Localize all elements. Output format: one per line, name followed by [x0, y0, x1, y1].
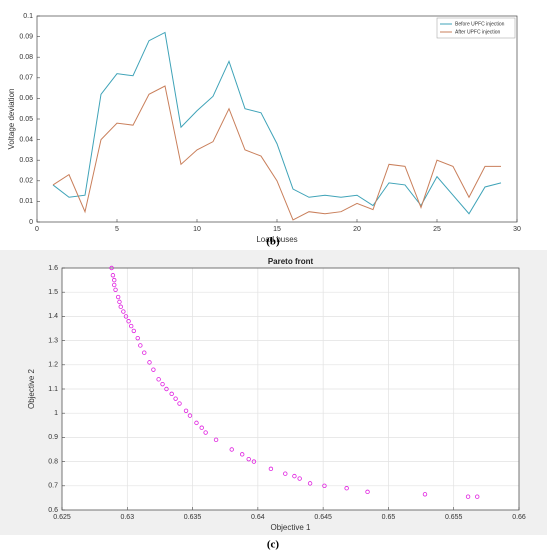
x-tick-label: 30: [513, 226, 521, 233]
scatter-point: [465, 494, 471, 499]
scatter-point: [229, 447, 234, 452]
scatter-point: [365, 489, 370, 495]
x-axis-label: Load buses: [256, 235, 297, 244]
x-tick-label: 10: [193, 226, 201, 233]
scatter-point: [344, 486, 349, 491]
scatter-point: [187, 413, 193, 418]
scatter-point: [268, 466, 274, 472]
scatter-point: [164, 386, 169, 392]
scatter-point: [115, 294, 121, 300]
scatter-point: [160, 381, 165, 387]
plot-frame: [61, 267, 520, 511]
scatter-point: [246, 456, 251, 462]
scatter-point: [156, 377, 161, 382]
data-line: [52, 31, 502, 215]
scatter-point: [118, 304, 123, 309]
scatter-point: [475, 494, 480, 499]
scatter-point: [183, 408, 189, 413]
scatter-point: [117, 299, 122, 305]
x-tick-label: 0.66: [512, 514, 526, 521]
x-axis-label: Objective 1: [270, 523, 311, 532]
scatter-point: [169, 391, 174, 397]
x-tick-label: 0.645: [314, 514, 332, 521]
y-tick-label: 1: [54, 410, 58, 417]
x-tick-label: 0.625: [53, 514, 71, 521]
x-tick-label: 0: [35, 226, 39, 233]
y-tick-label: 1.5: [48, 289, 58, 296]
y-tick-label: 0.04: [19, 136, 33, 143]
x-tick-label: 20: [353, 226, 361, 233]
scatter-point: [422, 492, 428, 497]
x-tick-label: 0.655: [445, 514, 463, 521]
x-tick-label: 5: [115, 226, 119, 233]
y-tick-label: 0.02: [19, 178, 33, 185]
y-tick-label: 0.05: [19, 116, 33, 123]
legend-label: After UPFC injection: [455, 29, 501, 35]
scatter-point: [135, 335, 140, 341]
x-tick-label: 15: [273, 226, 281, 233]
scatter-point: [123, 314, 129, 319]
y-tick-label: 1.2: [48, 362, 58, 369]
x-tick-label: 0.65: [382, 514, 396, 521]
scatter-point: [131, 328, 137, 334]
scatter-point: [251, 459, 257, 464]
scatter-point: [109, 265, 114, 271]
plot-area: [37, 16, 517, 222]
scatter-point: [292, 473, 297, 479]
x-tick-label: 0.635: [184, 514, 202, 521]
scatter-point: [147, 360, 152, 365]
chart-title: Pareto front: [268, 257, 314, 266]
scatter-point: [194, 420, 199, 426]
y-tick-label: 1.3: [48, 337, 58, 344]
y-tick-label: 0.07: [19, 75, 33, 82]
caption: (c): [267, 539, 280, 550]
scatter-point: [110, 273, 116, 278]
y-axis-label: Voltage deviation: [7, 89, 16, 150]
scatter-point: [112, 282, 117, 288]
scatter-point: [142, 350, 147, 355]
scatter-point: [129, 323, 134, 329]
scatter-point: [239, 452, 245, 457]
scatter-point: [307, 481, 313, 486]
y-tick-label: 0.09: [19, 33, 33, 40]
scatter-point: [297, 476, 302, 481]
y-tick-label: 0.6: [48, 507, 58, 514]
y-tick-label: 0.7: [48, 483, 58, 490]
scatter-point: [177, 401, 182, 406]
y-tick-label: 0.1: [23, 13, 33, 20]
legend-box: [436, 17, 516, 39]
y-tick-label: 1.4: [48, 313, 58, 320]
scatter-point: [283, 471, 288, 476]
y-axis-label: Objective 2: [27, 368, 36, 409]
y-tick-label: 1.1: [48, 386, 58, 393]
scatter-point: [126, 319, 131, 324]
x-tick-label: 0.64: [251, 514, 265, 521]
scatter-point: [322, 483, 327, 488]
y-tick-label: 0.06: [19, 95, 33, 102]
y-tick-label: 0.8: [48, 458, 58, 465]
scatter-point: [173, 396, 178, 401]
x-tick-label: 0.63: [120, 514, 134, 521]
y-tick-label: 0.9: [48, 434, 58, 441]
y-tick-label: 0.03: [19, 157, 33, 164]
y-tick-label: 0.01: [19, 198, 33, 205]
scatter-point: [112, 277, 117, 283]
y-tick-label: 0: [29, 219, 33, 226]
scatter-point: [151, 367, 156, 372]
x-tick-label: 25: [433, 226, 441, 233]
scatter-point: [113, 287, 118, 292]
scatter-point: [138, 343, 143, 348]
scatter-point: [213, 437, 219, 443]
plot-frame: [36, 15, 518, 223]
caption: (b): [266, 236, 280, 248]
legend-label: Before UPFC injection: [455, 21, 505, 27]
y-tick-label: 0.08: [19, 54, 33, 61]
data-line: [52, 85, 501, 221]
scatter-point: [199, 425, 204, 430]
scatter-point: [203, 430, 208, 435]
y-tick-label: 1.6: [48, 265, 58, 272]
scatter-point: [121, 309, 126, 314]
